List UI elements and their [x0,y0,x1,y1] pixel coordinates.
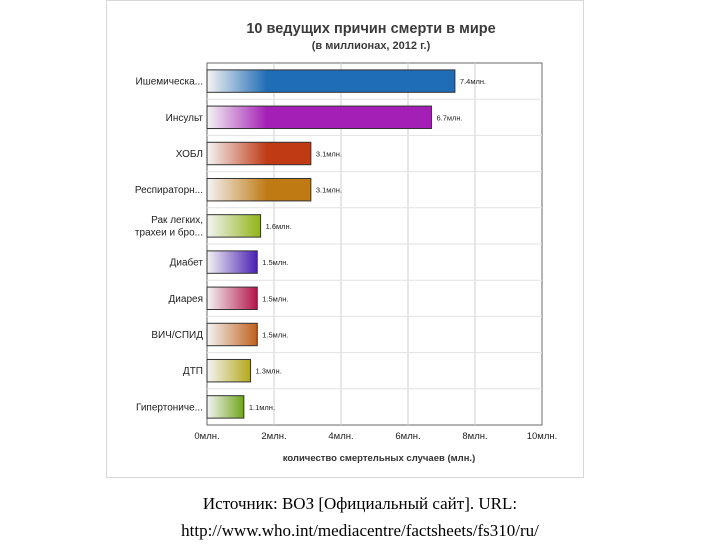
bar [206,177,312,202]
value-label: 1.5млн. [262,331,288,340]
bar-chart: 10 ведущих причин смерти в мире (в милли… [135,21,557,464]
category-label: Диарея [169,294,203,305]
value-label: 6.7млн. [436,113,462,122]
value-label: 3.1млн. [316,186,342,195]
bar [206,141,312,166]
category-label: Ишемическа... [136,77,204,88]
value-label: 1.3млн. [256,367,282,376]
source-line-1: Источник: ВОЗ [Официальный сайт]. URL: [202,494,518,513]
value-label: 1.5млн. [262,294,288,303]
value-label: 1.1млн. [249,403,275,412]
category-label: Диабет [170,257,204,269]
bar [206,395,245,419]
bar [206,322,258,347]
bar [206,69,456,93]
bar [206,250,258,274]
value-label: 1.5млн. [262,258,288,267]
value-label: 7.4млн. [460,77,486,86]
bar [206,286,258,311]
bar [206,105,432,130]
category-label: Гипертониче... [136,402,203,413]
x-tick-label: 2млн. [261,431,286,442]
source-caption: Источник: ВОЗ [Официальный сайт]. URL: h… [0,490,720,544]
value-label: 3.1млн. [316,150,342,159]
category-label: ВИЧ/СПИД [151,330,203,341]
category-label: Респираторн... [135,185,203,196]
x-tick-label: 0млн. [194,431,219,442]
chart-subtitle: (в миллионах, 2012 г.) [312,40,431,52]
x-tick-label: 8млн. [462,431,487,442]
category-label: ХОБЛ [176,149,203,160]
category-label: Инсульт [166,113,204,124]
chart-panel: 10 ведущих причин смерти в мире (в милли… [106,0,584,478]
value-label: 1.6млн. [266,222,292,231]
category-label: Рак легких, [151,215,203,226]
x-tick-label: 4млн. [328,431,353,442]
category-label: трахеи и бро... [135,227,203,239]
bar [206,358,252,383]
category-label: ДТП [183,366,203,377]
x-axis: 0млн. 2млн. 4млн. 6млн. 8млн. 10млн. [194,431,557,442]
x-axis-title: количество смертельных случаев (млн.) [283,453,476,464]
source-line-2: http://www.who.int/mediacentre/factsheet… [181,521,539,540]
bars: Ишемическа... 7.4млн. Инсульт 6.7млн. ХОБЛ 3.… [135,69,486,419]
chart-title: 10 ведущих причин смерти в мире [246,21,495,37]
x-tick-label: 10млн. [527,431,558,442]
bar [206,214,262,238]
x-tick-label: 6млн. [395,431,420,442]
